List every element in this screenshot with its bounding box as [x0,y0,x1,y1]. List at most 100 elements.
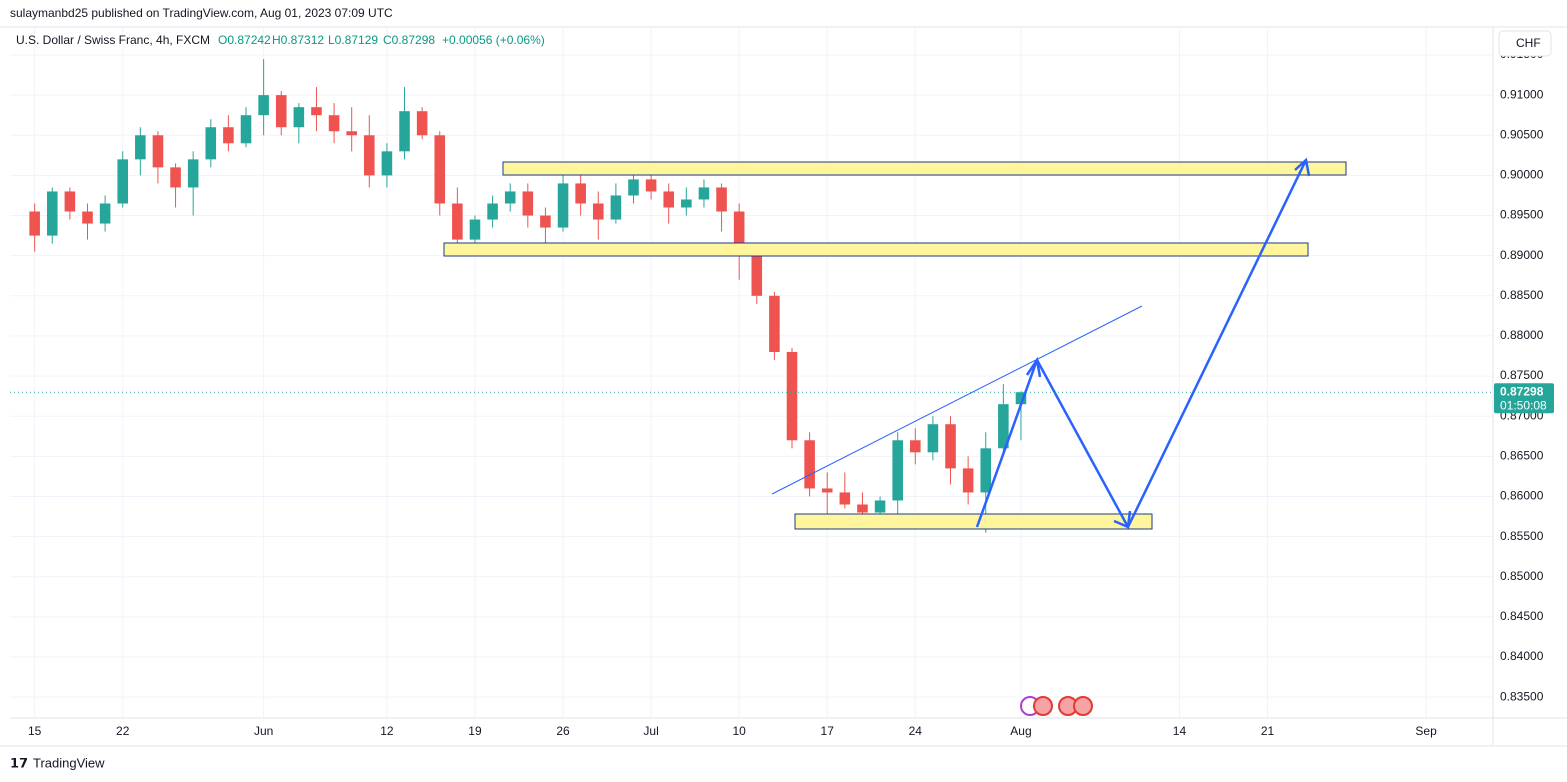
candle-body [945,424,956,469]
candle-body [804,440,815,489]
symbol: U.S. Dollar / Swiss Franc, 4h, FXCM [16,33,210,47]
change: +0.00056 (+0.06%) [442,33,545,47]
countdown: 01:50:08 [1500,398,1547,412]
candle-body [769,295,780,352]
candle-body [522,191,534,216]
arrow-head [1025,356,1042,378]
candle-body [857,504,868,513]
brand: TradingView [33,755,105,770]
candle-body [469,219,481,240]
candle-body [628,179,639,196]
candle-body [1015,392,1027,405]
y-tick-label: 0.87500 [1500,368,1544,382]
logo-mark: 𝟭𝟳 [10,755,28,770]
y-tick-label: 0.90500 [1500,127,1544,141]
candle-body [82,211,93,224]
x-tick-label: 12 [380,724,394,738]
y-tick-label: 0.84000 [1500,649,1544,663]
candle-body [663,191,675,208]
candle-body [416,111,428,136]
candle-body [29,211,40,236]
y-tick-label: 0.88000 [1500,328,1544,342]
candle-body [980,448,992,493]
last-price-tag [1494,383,1554,414]
resistance-zone [502,161,1347,176]
candle-body [223,127,234,144]
projection-path [975,159,1308,529]
candle-body [927,424,939,453]
candle-body [258,95,269,116]
candle-body [187,159,199,188]
candle-body [540,215,551,228]
candle-body [381,151,393,176]
candle-body [152,135,164,168]
x-tick-label: 17 [821,724,835,738]
candle-body [275,95,287,128]
y-tick-label: 0.90000 [1500,168,1544,182]
candle-body [117,159,129,204]
candle-body [751,251,763,296]
event-icon [1073,696,1093,716]
candle-body [681,199,692,208]
x-tick-label: 10 [732,724,746,738]
candle-body [434,135,446,204]
candle-body [962,468,974,493]
candle-body [557,183,569,228]
x-tick-label: 15 [28,724,42,738]
y-tick-label: 0.88500 [1500,288,1544,302]
x-tick-label: 14 [1173,724,1187,738]
candle-body [910,440,921,453]
published-line: sulaymanbd25 published on TradingView.co… [10,6,393,20]
candle-body [328,115,340,132]
demand-zone [794,513,1153,530]
event-icons [1020,696,1093,716]
y-tick-label: 0.84500 [1500,609,1544,623]
x-tick-label: 26 [556,724,570,738]
candle-body [592,203,604,220]
arrow-head [1294,157,1311,177]
x-tick-label: 19 [468,724,482,738]
ohlc-close: C0.87298 [383,33,435,47]
support-zone [443,242,1309,257]
y-tick-label: 0.86000 [1500,489,1544,503]
candle-body [998,404,1009,449]
candle-body [346,131,357,136]
candle-body [504,191,516,204]
y-tick-label: 0.89000 [1500,248,1544,262]
candle-body [716,187,727,212]
currency[interactable]: CHF [1516,36,1541,50]
x-tick-label: Jul [643,724,658,738]
y-tick-label: 0.83500 [1500,689,1544,703]
candle-body [364,135,375,176]
y-tick-label: 0.85500 [1500,529,1544,543]
x-tick-label: 21 [1261,724,1275,738]
candle-body [487,203,498,220]
ohlc-open: O0.87242 [218,33,271,47]
candle-body [64,191,76,212]
candle-body [698,187,710,200]
last-price-label: 0.87298 [1500,384,1544,398]
trend-line [771,305,1143,495]
candle-body [575,183,586,204]
candle-body [839,492,851,505]
y-tick-label: 0.91000 [1500,87,1544,101]
candle-body [399,111,410,152]
candles [29,59,1027,533]
ohlc-low: L0.87129 [328,33,378,47]
candle-body [786,351,798,441]
candle-body [240,115,252,144]
candle-body [874,500,886,513]
currency-button[interactable] [1498,30,1552,57]
candle-body [821,488,833,493]
x-tick-label: 22 [116,724,130,738]
candle-body [205,127,217,160]
arrow-head [1113,510,1132,529]
candle-body [170,167,181,188]
candle-body [645,179,657,192]
candle-body [293,107,305,128]
x-tick-label: 24 [909,724,923,738]
candle-body [892,440,903,501]
candle-body [733,211,745,252]
